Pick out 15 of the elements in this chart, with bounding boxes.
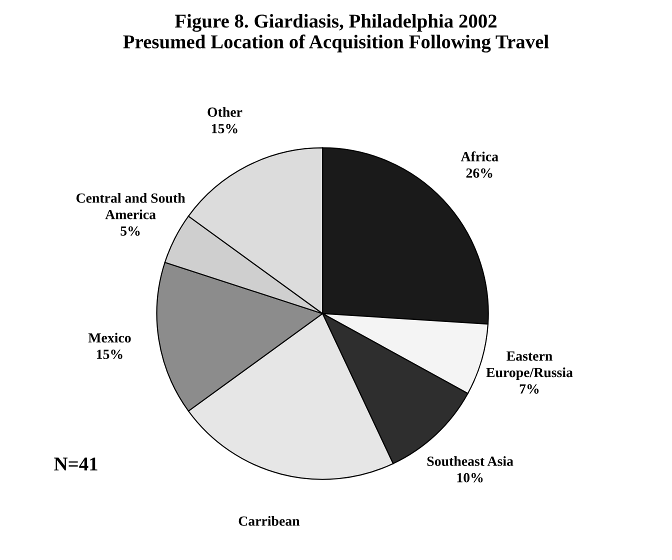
data-label: 5% [120,226,140,236]
slice-label: Africa [460,151,498,162]
slice-label: Carribean [238,516,300,526]
slice-label: Other [208,107,242,117]
slice-label: Mexico [88,332,131,343]
slice-label: Eastern Europe/Russia [486,352,573,380]
chart-title: Figure 8. Giardiasis, Philadelphia 2002 Presumed Location of Acquisition Following Travel [123,14,549,53]
data-label: 15% [212,124,238,134]
data-label: 10% [457,473,483,482]
slice-label: Southeast Asia [427,456,514,466]
text: N=41 [54,458,98,470]
data-label: 26% [466,168,492,178]
slice-label: Central and South America [76,193,186,220]
data-label: 15% [96,350,122,360]
data-label: 7% [520,384,539,394]
